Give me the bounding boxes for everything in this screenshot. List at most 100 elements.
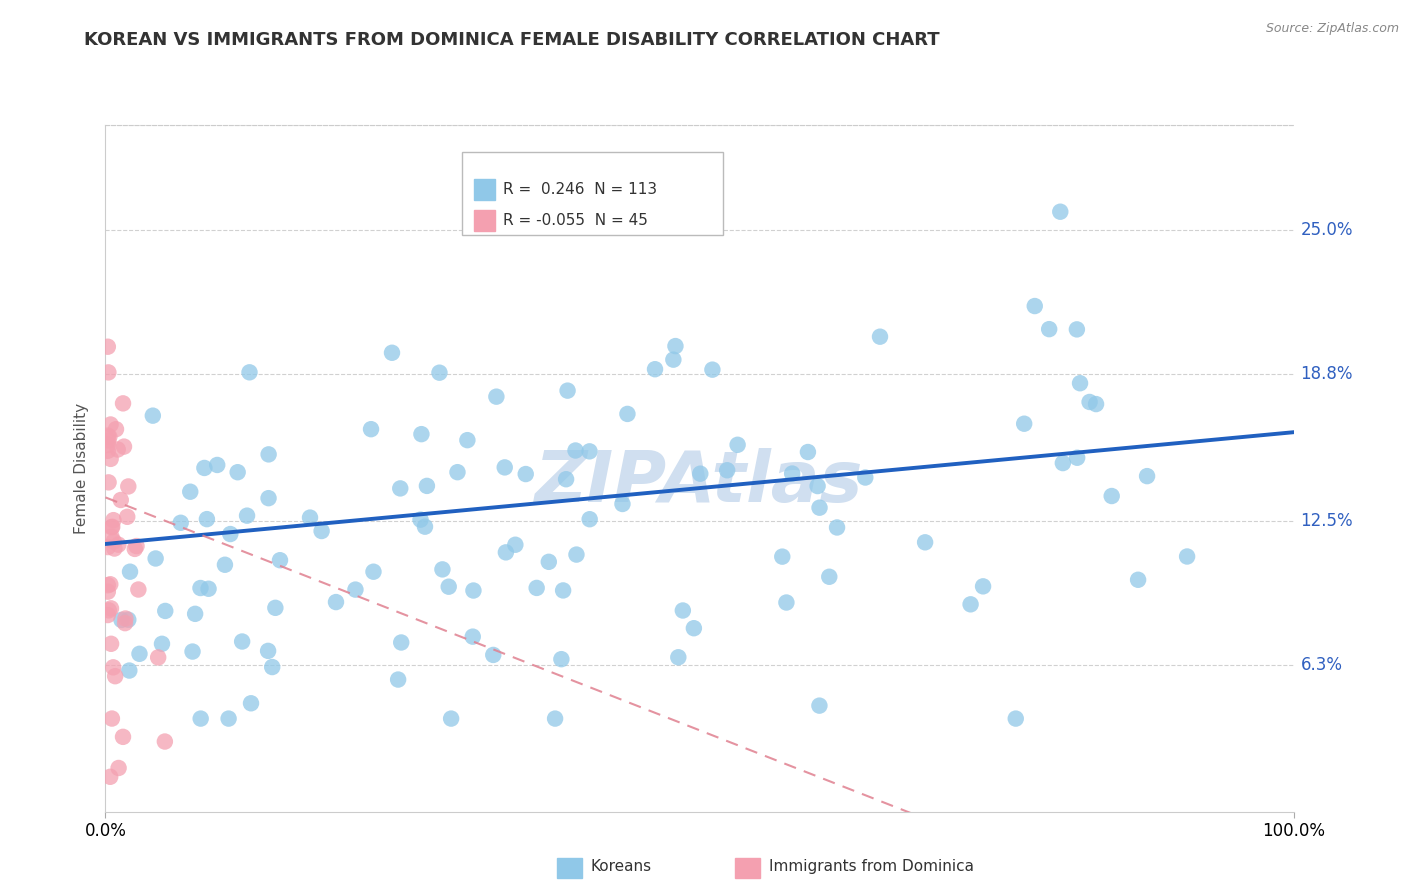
Point bbox=[219, 527, 242, 541]
Point bbox=[118, 565, 141, 579]
Point bbox=[664, 339, 686, 353]
Point bbox=[97, 584, 120, 599]
Point bbox=[128, 647, 150, 661]
Point bbox=[1049, 204, 1071, 219]
Point bbox=[1069, 376, 1091, 391]
Point bbox=[231, 634, 253, 648]
Point bbox=[150, 637, 173, 651]
Point bbox=[363, 565, 385, 579]
Text: 12.5%: 12.5% bbox=[1301, 512, 1353, 530]
Point bbox=[825, 520, 848, 534]
Point bbox=[114, 616, 136, 631]
Point bbox=[495, 545, 517, 559]
Point bbox=[550, 652, 572, 666]
Point bbox=[98, 430, 121, 444]
Point bbox=[770, 549, 793, 564]
Point bbox=[389, 635, 412, 649]
Point bbox=[190, 581, 212, 595]
Point bbox=[544, 712, 567, 726]
Point bbox=[1175, 549, 1198, 564]
Text: 6.3%: 6.3% bbox=[1301, 656, 1343, 674]
Point bbox=[226, 465, 249, 479]
Point bbox=[110, 493, 132, 508]
Point bbox=[616, 407, 638, 421]
Point bbox=[1085, 397, 1108, 411]
Point bbox=[107, 442, 129, 457]
Point bbox=[97, 434, 120, 448]
Point bbox=[97, 475, 120, 490]
Point bbox=[818, 570, 841, 584]
Point bbox=[97, 340, 120, 354]
Point bbox=[98, 577, 121, 591]
Point bbox=[807, 479, 830, 493]
Point bbox=[125, 539, 148, 553]
Point bbox=[411, 427, 433, 442]
Point bbox=[416, 479, 439, 493]
Point bbox=[515, 467, 537, 481]
Point bbox=[104, 669, 127, 683]
Point bbox=[170, 516, 193, 530]
Point bbox=[100, 530, 122, 544]
Point bbox=[110, 613, 132, 627]
Point bbox=[1052, 456, 1074, 470]
Point bbox=[1126, 573, 1149, 587]
Point bbox=[437, 580, 460, 594]
Point bbox=[257, 447, 280, 461]
Point bbox=[197, 582, 219, 596]
Point bbox=[145, 551, 167, 566]
Point bbox=[97, 578, 120, 592]
Point bbox=[702, 362, 724, 376]
Point bbox=[100, 417, 122, 432]
Point bbox=[716, 463, 738, 477]
Point bbox=[727, 438, 749, 452]
Text: Koreans: Koreans bbox=[591, 859, 652, 873]
Point bbox=[104, 422, 127, 436]
Point bbox=[1012, 417, 1035, 431]
Point bbox=[389, 482, 412, 496]
Point bbox=[526, 581, 548, 595]
Point bbox=[344, 582, 367, 597]
Point bbox=[117, 479, 139, 493]
Point bbox=[107, 761, 129, 775]
Point bbox=[1066, 450, 1088, 465]
Point bbox=[155, 604, 177, 618]
Point bbox=[101, 520, 124, 534]
Point bbox=[689, 467, 711, 481]
Point bbox=[1004, 712, 1026, 726]
Point bbox=[429, 366, 451, 380]
Point bbox=[959, 597, 981, 611]
Point bbox=[262, 660, 284, 674]
Point bbox=[672, 603, 695, 617]
Point bbox=[387, 673, 409, 687]
Point bbox=[446, 465, 468, 479]
Y-axis label: Female Disability: Female Disability bbox=[73, 402, 89, 534]
Point bbox=[565, 548, 588, 562]
Point bbox=[662, 352, 685, 367]
Point bbox=[683, 621, 706, 635]
Point bbox=[100, 637, 122, 651]
Point bbox=[97, 365, 120, 379]
Point bbox=[97, 603, 120, 617]
Point bbox=[100, 601, 122, 615]
Point bbox=[440, 712, 463, 726]
Point bbox=[461, 630, 484, 644]
Point bbox=[103, 534, 125, 549]
Point bbox=[101, 712, 124, 726]
Text: 18.8%: 18.8% bbox=[1301, 365, 1353, 383]
Point bbox=[537, 555, 560, 569]
Point bbox=[555, 472, 578, 486]
Point bbox=[97, 428, 120, 442]
Point bbox=[456, 433, 478, 447]
Point bbox=[127, 582, 149, 597]
Point bbox=[115, 509, 138, 524]
Point bbox=[100, 451, 122, 466]
Point bbox=[205, 458, 228, 472]
Point bbox=[195, 512, 218, 526]
Point bbox=[218, 712, 240, 726]
Point bbox=[124, 541, 146, 556]
Point bbox=[103, 541, 125, 556]
Point bbox=[97, 540, 120, 554]
Point bbox=[118, 664, 141, 678]
Point bbox=[972, 579, 994, 593]
Text: 25.0%: 25.0% bbox=[1301, 220, 1353, 239]
